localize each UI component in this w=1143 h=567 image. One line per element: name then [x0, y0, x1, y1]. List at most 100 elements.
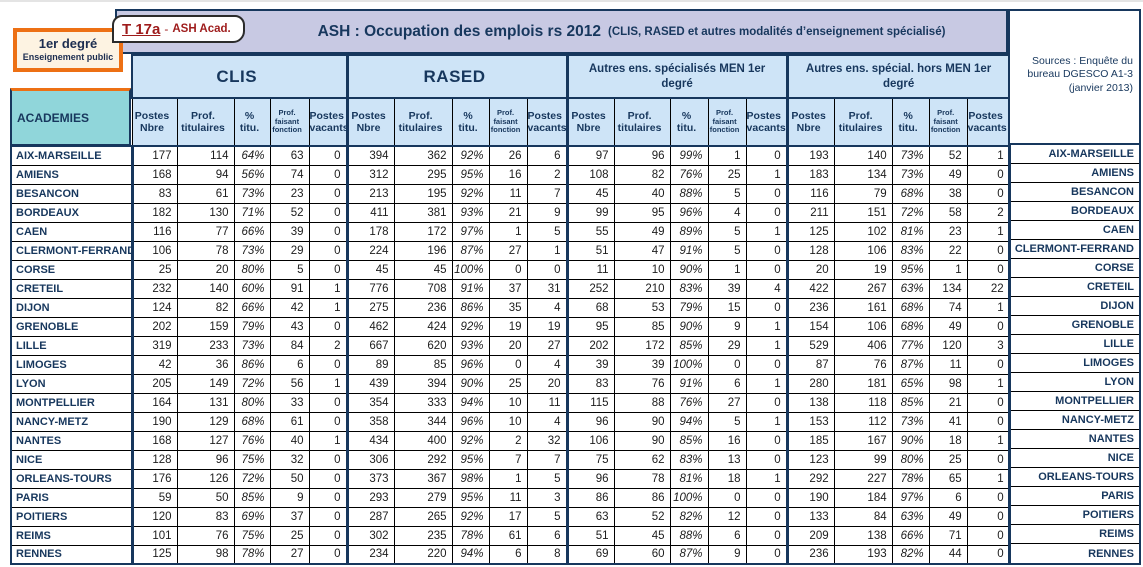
value-cell: 287 — [346, 506, 395, 527]
value-cell: 8 — [526, 544, 569, 565]
value-cell: 164 — [131, 392, 178, 413]
table-row: BESANCON 83 61 73% 23 0 213 195 92% 11 7 45 40 88% 5 0 1… — [10, 183, 1012, 204]
value-cell: 106 — [131, 240, 178, 261]
value-cell: 394 — [346, 145, 395, 166]
academy-cell: ORLEANS-TOURS — [10, 468, 134, 489]
value-cell: 1 — [707, 259, 747, 280]
value-cell: 0 — [745, 525, 789, 546]
academy-name-item: AMIENS — [1011, 164, 1139, 183]
value-cell: 76% — [669, 392, 709, 413]
value-cell: 102 — [833, 221, 893, 242]
value-cell: 0 — [707, 354, 747, 375]
table-row: NANCY-METZ 190 129 68% 61 0 358 344 96% 10 4 96 90 94… — [10, 411, 1012, 432]
value-cell: 79% — [233, 316, 271, 337]
table-row: MONTPELLIER 164 131 80% 33 0 354 333 94% 10 11 115 8… — [10, 392, 1012, 413]
value-cell: 75 — [566, 449, 615, 470]
academy-name-item: REIMS — [1011, 525, 1139, 544]
table-row: PARIS 59 50 85% 9 0 293 279 95% 11 3 86 86 100% 0 0 190 1… — [10, 487, 1012, 508]
value-cell: 6 — [707, 525, 747, 546]
value-cell: 68 — [566, 297, 615, 318]
value-cell: 97 — [566, 145, 615, 166]
value-cell: 128 — [786, 240, 835, 261]
value-cell: 5 — [707, 411, 747, 432]
value-cell: 7 — [526, 183, 569, 204]
value-cell: 51 — [566, 525, 615, 546]
row-header-academies: ACADEMIES — [10, 88, 131, 146]
value-cell: 52 — [269, 202, 310, 223]
value-cell: 76 — [613, 373, 671, 394]
column-header: Postes Nbre — [346, 97, 395, 147]
value-cell: 36 — [176, 354, 235, 375]
value-cell: 106 — [833, 316, 893, 337]
value-cell: 4 — [707, 202, 747, 223]
value-cell: 73% — [233, 335, 271, 356]
table-row: LIMOGES 42 36 86% 6 0 89 85 96% 0 4 39 39 100% 0 0 87 76 8… — [10, 354, 1012, 375]
value-cell: 9 — [269, 487, 310, 508]
academy-name-item: BORDEAUX — [1011, 202, 1139, 221]
sources-box: Sources : Enquête du bureau DGESCO A1-3 … — [1008, 9, 1141, 145]
table-row: LYON 205 149 72% 56 1 439 394 90% 25 20 83 76 91% 6 1 28… — [10, 373, 1012, 394]
value-cell: 75% — [233, 525, 271, 546]
value-cell: 0 — [308, 411, 349, 432]
value-cell: 0 — [745, 449, 789, 470]
academy-name-item: LYON — [1011, 373, 1139, 392]
value-cell: 78 — [613, 468, 671, 489]
value-cell: 5 — [526, 221, 569, 242]
column-header: % titu. — [451, 97, 490, 147]
value-cell: 177 — [131, 145, 178, 166]
value-cell: 99 — [566, 202, 615, 223]
value-cell: 190 — [786, 487, 835, 508]
value-cell: 74 — [928, 297, 968, 318]
value-cell: 227 — [833, 468, 893, 489]
table-row: CAEN 116 77 66% 39 0 178 172 97% 1 5 55 49 89% 5 1 125 10… — [10, 221, 1012, 242]
value-cell: 6 — [707, 373, 747, 394]
value-cell: 63% — [891, 278, 930, 299]
value-cell: 1 — [745, 411, 789, 432]
academy-name-item: RENNES — [1011, 544, 1139, 563]
value-cell: 11 — [488, 183, 528, 204]
value-cell: 68% — [891, 316, 930, 337]
value-cell: 0 — [966, 411, 1012, 432]
value-cell: 45 — [566, 183, 615, 204]
value-cell: 0 — [745, 259, 789, 280]
value-cell: 79% — [669, 297, 709, 318]
value-cell: 63 — [269, 145, 310, 166]
degree-label-box: 1er degré Enseignement public — [13, 28, 123, 72]
value-cell: 93% — [451, 202, 490, 223]
value-cell: 20 — [176, 259, 235, 280]
value-cell: 60 — [613, 544, 671, 565]
column-header: Prof. faisant fonction — [928, 97, 968, 147]
value-cell: 333 — [393, 392, 453, 413]
value-cell: 21 — [488, 202, 528, 223]
table-row: AIX-MARSEILLE 177 114 64% 63 0 394 362 92% 26 6 97 9… — [10, 145, 1012, 166]
table-row: NICE 128 96 75% 32 0 306 292 95% 7 7 75 62 83% 13 0 123 9… — [10, 449, 1012, 470]
value-cell: 86 — [566, 487, 615, 508]
value-cell: 172 — [613, 335, 671, 356]
value-cell: 0 — [745, 297, 789, 318]
value-cell: 92% — [451, 145, 490, 166]
value-cell: 81% — [891, 221, 930, 242]
value-cell: 434 — [346, 430, 395, 451]
academy-cell: LILLE — [10, 335, 134, 356]
value-cell: 168 — [131, 164, 178, 185]
value-cell: 0 — [707, 487, 747, 508]
value-cell: 0 — [966, 354, 1012, 375]
value-cell: 0 — [966, 449, 1012, 470]
value-cell: 39 — [707, 278, 747, 299]
value-cell: 1 — [308, 297, 349, 318]
value-cell: 161 — [833, 297, 893, 318]
value-cell: 159 — [176, 316, 235, 337]
value-cell: 1 — [745, 164, 789, 185]
value-cell: 50 — [269, 468, 310, 489]
value-cell: 78% — [233, 544, 271, 565]
value-cell: 25 — [269, 525, 310, 546]
value-cell: 32 — [269, 449, 310, 470]
value-cell: 71% — [233, 202, 271, 223]
value-cell: 83% — [669, 278, 709, 299]
value-cell: 6 — [526, 525, 569, 546]
value-cell: 708 — [393, 278, 453, 299]
academy-name-item: LIMOGES — [1011, 354, 1139, 373]
value-cell: 82% — [669, 506, 709, 527]
academy-cell: NANTES — [10, 430, 134, 451]
value-cell: 0 — [488, 259, 528, 280]
